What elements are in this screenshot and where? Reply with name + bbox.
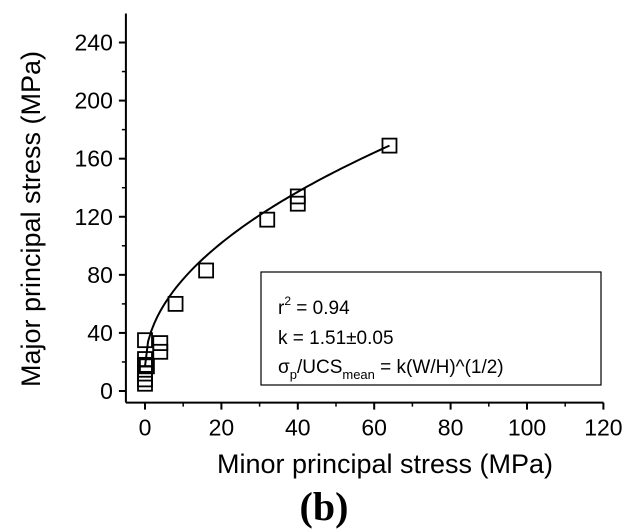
data-point	[198, 262, 215, 279]
x-tick-label: 0	[139, 415, 152, 441]
data-point	[139, 358, 155, 375]
data-point	[137, 371, 153, 388]
y-tick-label: 240	[75, 30, 113, 56]
data-point	[152, 343, 169, 360]
y-tick-label: 120	[75, 204, 113, 230]
annotation-box: r2 = 0.94 k = 1.51±0.05 σp/UCSmean = k(W…	[260, 271, 602, 386]
x-tick-label: 120	[584, 415, 622, 441]
x-tick-label: 100	[508, 415, 546, 441]
data-point	[381, 137, 398, 154]
data-point	[167, 295, 184, 312]
data-point	[137, 375, 153, 392]
annotation-r2: r2 = 0.94	[278, 294, 350, 319]
x-axis-ticks: 0 20 40 60 80 100 120	[139, 402, 623, 441]
x-tick-label: 40	[285, 415, 311, 441]
plot-area: 0 40 80 120 160 200 240 0 20 40 60 80 100 120	[75, 13, 623, 441]
data-point	[137, 332, 153, 349]
x-tick-label: 60	[361, 415, 387, 441]
y-axis-ticks: 0 40 80 120 160 200 240	[75, 30, 126, 404]
x-axis-title: Minor principal stress (MPa)	[217, 449, 553, 479]
panel-label: (b)	[300, 484, 349, 529]
y-tick-label: 160	[75, 146, 113, 172]
y-tick-label: 80	[87, 262, 113, 288]
data-point	[259, 211, 276, 228]
y-tick-label: 40	[87, 320, 113, 346]
annotation-equation: σp/UCSmean = k(W/H)^(1/2)	[278, 357, 504, 382]
x-tick-label: 80	[438, 415, 464, 441]
y-tick-label: 200	[75, 88, 113, 114]
data-point	[152, 335, 169, 351]
y-tick-label: 0	[100, 378, 113, 404]
fit-curve	[144, 144, 390, 367]
data-point	[289, 188, 306, 205]
y-axis-title: Major principal stress (MPa)	[16, 51, 46, 387]
annotation-k: k = 1.51±0.05	[278, 328, 394, 349]
data-points	[137, 137, 398, 392]
x-tick-label: 20	[209, 415, 235, 441]
annotation-frame	[260, 271, 602, 386]
